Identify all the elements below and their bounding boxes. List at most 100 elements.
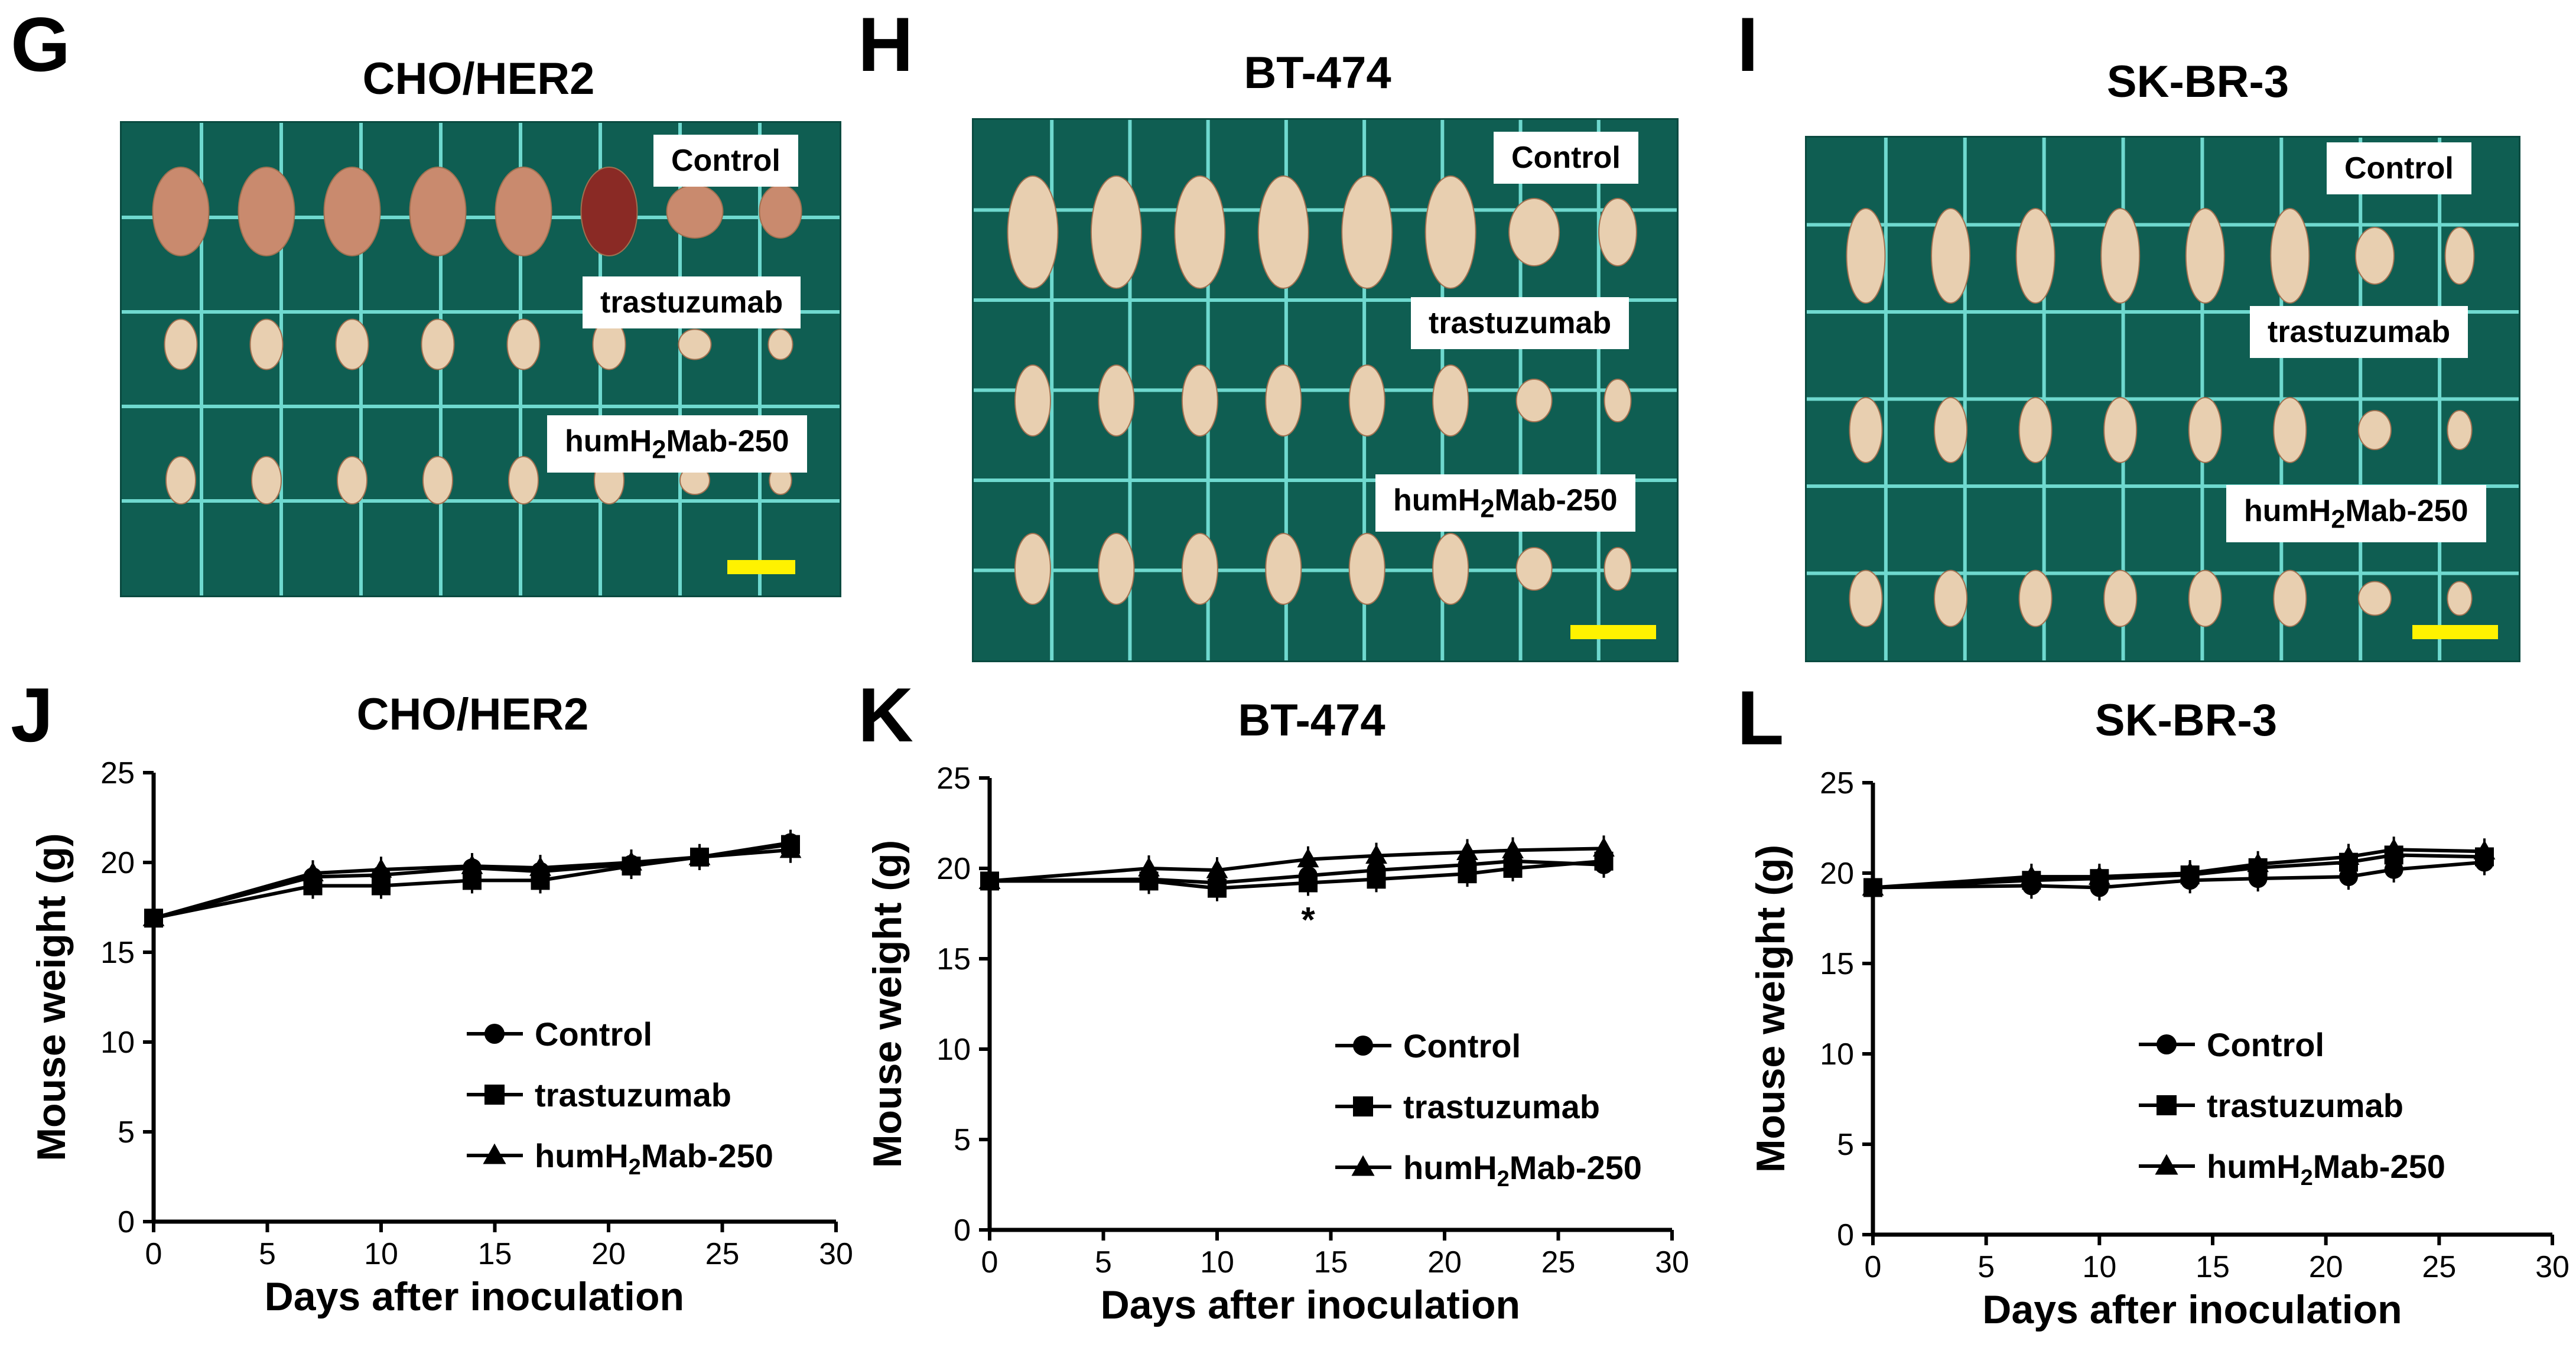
data-point (1297, 848, 1319, 868)
data-point (484, 1024, 505, 1044)
tumor-photo-sk-br-3: Control trastuzumab humH2Mab-250 (1805, 136, 2520, 662)
tumor-specimen (335, 318, 369, 370)
chart-0: CHO/HER2 0 5 10 15 20 25 30 0 5 10 15 20 25 Days after… (29, 689, 853, 1319)
tumor-specimen (2447, 410, 2473, 450)
x-tick-label: 15 (1314, 1245, 1348, 1280)
data-point (1206, 858, 1228, 878)
legend-label: Control (1403, 1027, 1521, 1064)
tumor-specimen (409, 167, 467, 256)
panel-letter-l: L (1737, 675, 1784, 761)
tumor-specimen (1007, 175, 1059, 289)
y-tick-label: 20 (936, 852, 971, 886)
y-tick-label: 5 (118, 1115, 135, 1150)
tumor-specimen (1257, 175, 1309, 289)
panel-letter-k: K (858, 672, 913, 758)
tumor-specimen (1181, 533, 1218, 605)
tumor-specimen (2357, 581, 2392, 616)
panel-letter-g: G (11, 1, 71, 87)
legend-label: Control (535, 1015, 652, 1053)
tumor-specimen (1849, 397, 1883, 463)
x-tick-label: 20 (591, 1237, 626, 1271)
data-point (461, 854, 483, 874)
data-point (2020, 865, 2042, 885)
tumor-specimen (1098, 533, 1135, 605)
tumor-specimen (1934, 569, 1968, 627)
data-point (1353, 1096, 1373, 1116)
tumor-specimen (1515, 547, 1553, 591)
tumor-specimen (1432, 364, 1469, 437)
tumor-specimen (1604, 379, 1632, 422)
tumor-specimen (249, 318, 284, 370)
legend-label: trastuzumab (1403, 1088, 1600, 1125)
x-tick-label: 10 (1200, 1245, 1234, 1280)
x-tick-label: 0 (981, 1245, 998, 1280)
legend-label: humH2Mab-250 (1403, 1149, 1642, 1192)
x-tick-label: 20 (1427, 1245, 1462, 1280)
x-tick-label: 5 (1977, 1250, 1995, 1284)
data-point (483, 1143, 506, 1164)
data-point (620, 851, 642, 871)
data-point (2179, 861, 2201, 881)
tumor-specimen (2357, 410, 2392, 450)
chart-title: BT-474 (1238, 695, 1385, 746)
y-tick-label: 25 (936, 761, 971, 796)
data-point (779, 838, 802, 858)
tumor-specimen (1846, 208, 1886, 304)
legend-label: Control (2207, 1026, 2324, 1063)
tumor-specimen (2273, 569, 2307, 627)
chart-2: SK-BR-3 0 5 10 15 20 25 30 0 5 10 15 20 25 Days after … (1748, 695, 2570, 1332)
data-point (1353, 1036, 1373, 1056)
tumor-specimen (2018, 397, 2053, 463)
photo-title-cho-her2: CHO/HER2 (362, 54, 595, 104)
tumor-specimen (1604, 547, 1632, 591)
tumor-specimen (1515, 379, 1553, 422)
data-point (1351, 1155, 1375, 1176)
data-point (1365, 844, 1387, 864)
label-humh2mab-250: humH2Mab-250 (547, 415, 807, 473)
y-tick-label: 15 (100, 936, 135, 970)
tumor-specimen (2188, 397, 2222, 463)
chart-title: SK-BR-3 (2095, 695, 2277, 746)
tumor-specimen (1432, 533, 1469, 605)
tumor-specimen (2103, 569, 2138, 627)
tumor-specimen (2103, 397, 2138, 463)
tumor-specimen (2018, 569, 2053, 627)
tumor-specimen (2273, 397, 2307, 463)
tumor-specimen (2015, 208, 2055, 304)
label-control: Control (653, 135, 798, 187)
tumor-specimen (1090, 175, 1142, 289)
y-axis-label: Mouse weight (g) (1748, 845, 1793, 1173)
x-tick-label: 30 (1655, 1245, 1689, 1280)
y-tick-label: 0 (1837, 1218, 1854, 1252)
legend-label: humH2Mab-250 (535, 1137, 773, 1180)
tumor-specimen (767, 328, 793, 360)
tumor-photo-bt-474: Control trastuzumab humH2Mab-250 (972, 118, 1679, 662)
y-tick-label: 15 (1820, 947, 1854, 981)
tumor-specimen (1265, 364, 1302, 437)
x-axis-label: Days after inoculation (265, 1274, 684, 1319)
chart-1: BT-474 0 5 10 15 20 25 30 0 5 10 15 20 25 Days after i… (865, 695, 1689, 1327)
grid-overlay (122, 123, 840, 595)
x-tick-label: 15 (478, 1237, 512, 1271)
tumor-specimen (1174, 175, 1226, 289)
tumor-specimen (2100, 208, 2141, 304)
tumor-specimen (580, 167, 638, 256)
scale-bar (2412, 625, 2498, 639)
tumor-specimen (1348, 364, 1385, 437)
x-tick-label: 20 (2309, 1250, 2343, 1284)
tumor-specimen (2270, 208, 2310, 304)
data-point (529, 856, 551, 876)
data-point (1458, 864, 1477, 884)
data-point (370, 858, 392, 878)
tumor-specimen (337, 456, 367, 504)
tumor-specimen (508, 456, 539, 504)
tumor-specimen (2354, 227, 2395, 285)
data-point (2155, 1154, 2178, 1175)
x-tick-label: 25 (2422, 1250, 2456, 1284)
legend-label: humH2Mab-250 (2207, 1148, 2445, 1190)
tumor-specimen (2444, 227, 2475, 285)
label-control: Control (1494, 132, 1638, 184)
tumor-specimen (251, 456, 282, 504)
y-tick-label: 5 (1837, 1128, 1854, 1162)
